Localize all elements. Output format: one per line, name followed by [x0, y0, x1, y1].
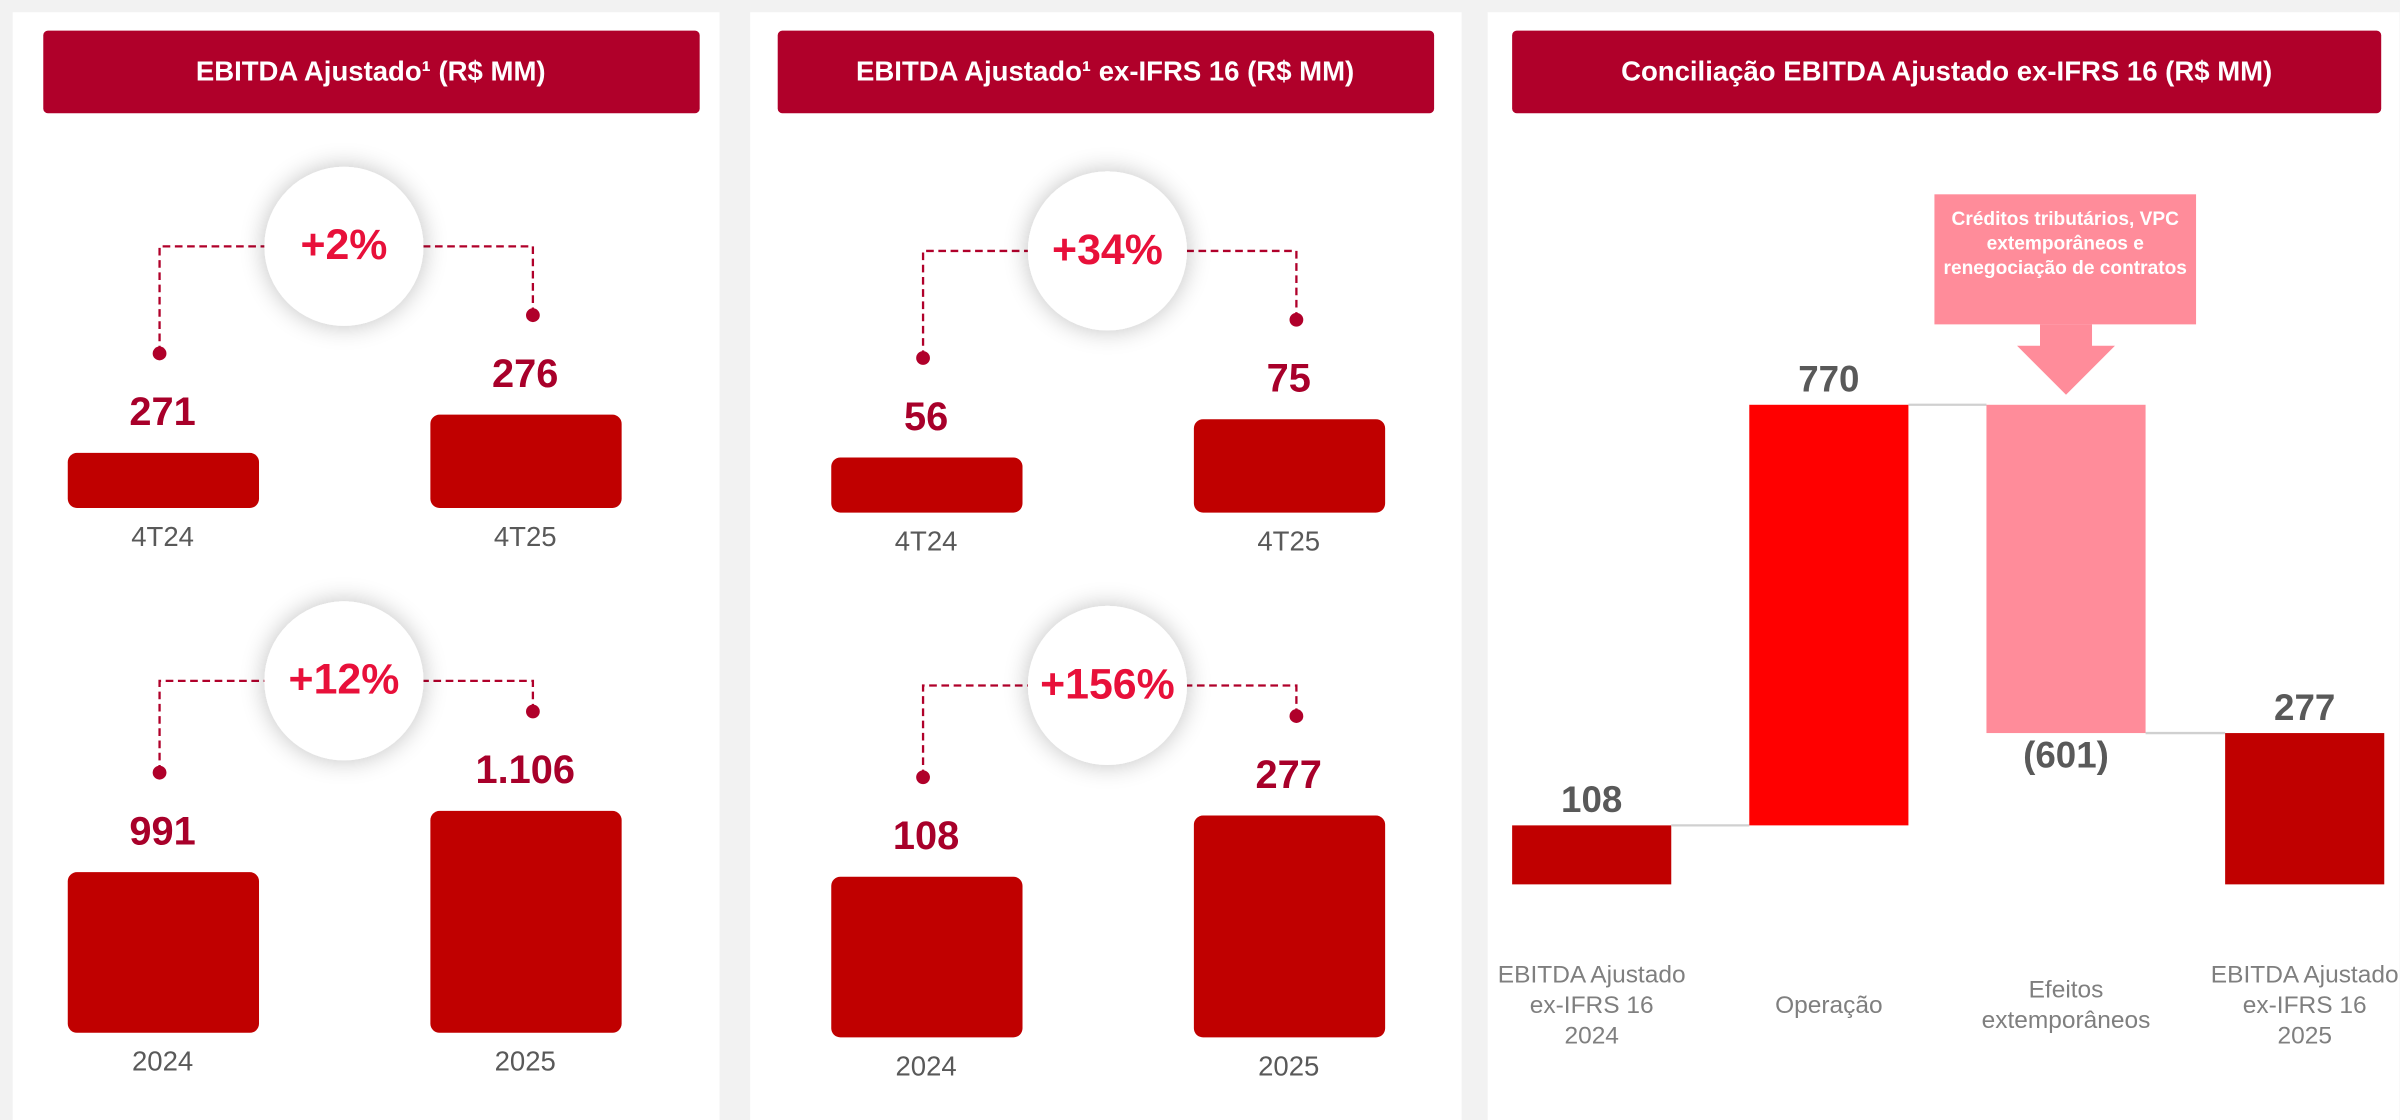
x-tick-label: 4T24 [131, 521, 194, 552]
title-bar [43, 30, 700, 114]
change-label: +2% [300, 221, 387, 269]
annotation: Créditos tributários, VPC extemporâneos … [1943, 208, 2187, 279]
bar [1193, 815, 1386, 1038]
dot [152, 346, 167, 361]
x-tick-label: 2025 [1258, 1050, 1319, 1081]
change-label: +34% [1052, 226, 1163, 274]
title-bar [777, 30, 1435, 114]
chart-title: EBITDA Ajustado¹ ex-IFRS 16 (R$ MM) [856, 56, 1354, 87]
x-tick-label: 2025 [495, 1046, 556, 1077]
dot [526, 704, 540, 719]
data-label: 108 [893, 814, 959, 858]
x-tick-label-box: EBITDA Ajustado ex-IFRS 16 2025 [2210, 962, 2399, 1050]
data-label: 770 [1798, 359, 1859, 400]
dot [916, 351, 930, 365]
data-label: 991 [129, 809, 195, 853]
bar [831, 457, 1023, 513]
x-tick-label: EBITDA Ajustado ex-IFRS 16 2024 [1497, 962, 1686, 1050]
bar [1749, 404, 1909, 826]
bar [2225, 733, 2385, 885]
x-tick-label: 4T25 [1257, 525, 1320, 556]
change-bubble [264, 166, 424, 326]
bar [430, 810, 622, 1033]
x-tick-label: 2024 [132, 1046, 193, 1077]
bar [430, 414, 622, 508]
bar [1193, 419, 1386, 513]
dot [916, 770, 930, 785]
bar [1986, 404, 2146, 734]
change-bubble [1027, 171, 1187, 331]
bar [67, 452, 260, 508]
data-label: 75 [1267, 356, 1311, 400]
x-tick-label: 2024 [895, 1050, 956, 1081]
data-label: 276 [492, 352, 558, 396]
data-label: 1.106 [475, 748, 575, 792]
dot [1289, 709, 1304, 723]
change-label: +156% [1040, 660, 1175, 708]
data-label: 56 [904, 395, 948, 439]
data-label: 277 [2274, 687, 2335, 728]
connector [343, 245, 535, 316]
dot [152, 765, 167, 780]
dot [526, 308, 540, 323]
data-label: 108 [1561, 779, 1622, 820]
annotation-box [1934, 194, 2197, 325]
connector [1107, 684, 1298, 717]
panel [1487, 12, 2400, 1120]
title-bar [1512, 30, 2382, 114]
data-label: 271 [129, 390, 195, 434]
chart-title: Conciliação EBITDA Ajustado ex-IFRS 16 (… [1621, 56, 2272, 87]
change-label: +12% [289, 656, 400, 704]
change-bubble [1027, 605, 1187, 766]
annotation-box-text: Créditos tributários, VPC extemporâneos … [1943, 208, 2187, 279]
data-label: 277 [1256, 753, 1322, 797]
connector [1107, 249, 1298, 320]
x-tick-label: Operação [1775, 993, 1883, 1020]
x-tick-label: Efeitos extemporâneos [1981, 977, 2151, 1035]
x-tick-label-box: Operação [1775, 993, 1883, 1020]
x-tick-label: EBITDA Ajustado ex-IFRS 16 2025 [2210, 962, 2399, 1050]
x-tick-label: 4T25 [494, 521, 557, 552]
annotation-arrow [2017, 324, 2115, 395]
x-tick-label-box: EBITDA Ajustado ex-IFRS 16 2024 [1497, 962, 1686, 1050]
x-tick-label-box: Efeitos extemporâneos [1981, 977, 2151, 1035]
dot [1289, 312, 1304, 327]
bar [831, 876, 1023, 1038]
data-label: (601) [2023, 734, 2109, 775]
change-bubble [264, 601, 424, 761]
x-tick-label: 4T24 [895, 525, 958, 556]
bar [1512, 825, 1672, 885]
chart-title: EBITDA Ajustado¹ (R$ MM) [196, 56, 546, 87]
connector [343, 679, 535, 712]
bar [67, 872, 260, 1033]
